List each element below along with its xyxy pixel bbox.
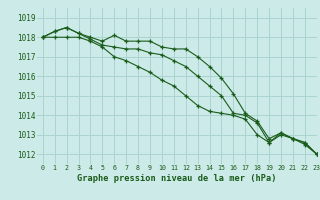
X-axis label: Graphe pression niveau de la mer (hPa): Graphe pression niveau de la mer (hPa) xyxy=(77,174,276,183)
